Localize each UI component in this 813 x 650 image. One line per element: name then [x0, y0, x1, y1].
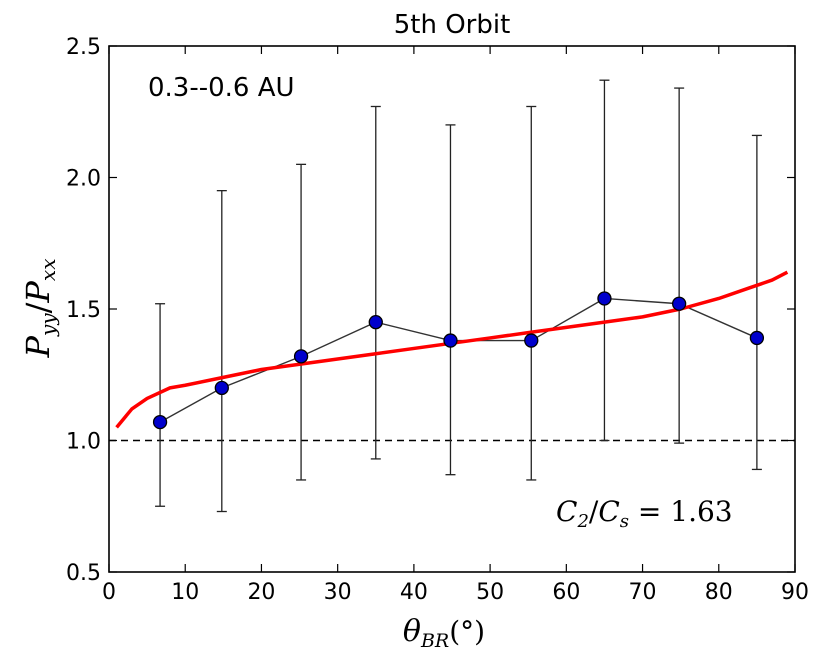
- x-tick-label: 70: [629, 580, 657, 605]
- ratio-annotation: C2/Cs = 1.63: [556, 495, 733, 532]
- data-point: [524, 333, 539, 348]
- plot-area: 0 10 20 30 40 50 60 70 80 90 0.5 1.0 1.5 2.0 2.5: [66, 35, 809, 605]
- data-point: [293, 349, 309, 364]
- data-connecting-line: [159, 297, 758, 423]
- y-tick-label: 2.5: [66, 35, 101, 60]
- y-tick-label: 0.5: [66, 561, 101, 586]
- data-point: [749, 330, 765, 346]
- x-tick-label: 50: [476, 580, 504, 605]
- y-tick-label: 1.5: [66, 298, 101, 323]
- chart-title: 5th Orbit: [394, 10, 511, 40]
- data-point: [214, 380, 229, 396]
- x-tick-label: 60: [552, 580, 580, 605]
- y-tick-label: 2.0: [66, 167, 101, 192]
- data-point: [152, 414, 168, 430]
- x-tick-label: 40: [400, 580, 428, 605]
- x-axis-label: θBR(°): [403, 614, 485, 650]
- model-curve: [115, 270, 789, 429]
- x-tick-label: 0: [102, 580, 116, 605]
- x-tick-label: 80: [705, 580, 733, 605]
- x-tick-label: 10: [171, 580, 199, 605]
- y-axis-label-group: Pyy/Pxx: [19, 258, 60, 358]
- data-point: [368, 314, 383, 330]
- data-point: [671, 296, 687, 311]
- x-tick-label: 30: [324, 580, 352, 605]
- data-point: [597, 291, 612, 306]
- x-tick-label: 90: [781, 580, 809, 605]
- y-axis-label: Pyy/Pxx: [19, 258, 60, 358]
- range-annotation: 0.3--0.6 AU: [148, 73, 295, 103]
- y-tick-label: 1.0: [66, 430, 101, 455]
- data-point: [443, 333, 458, 348]
- x-tick-label: 20: [247, 580, 275, 605]
